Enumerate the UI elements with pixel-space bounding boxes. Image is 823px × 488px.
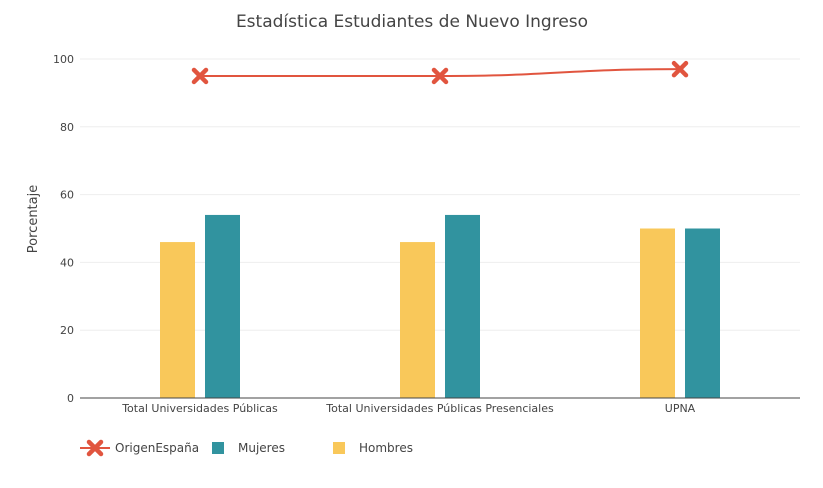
y-tick-label: 80	[60, 121, 74, 134]
line-point-1[interactable]	[431, 67, 449, 85]
y-axis-title: Porcentaje	[26, 185, 41, 253]
y-tick-label: 60	[60, 189, 74, 202]
legend[interactable]: OrigenEspaña Mujeres Hombres	[80, 439, 413, 457]
bar-mujeres-2[interactable]	[685, 228, 720, 399]
line-point-0[interactable]	[191, 67, 209, 85]
bars	[160, 214, 720, 399]
x-tick-label: UPNA	[665, 402, 696, 415]
y-axis-ticks: 0 20 40 60 80 100	[53, 53, 74, 405]
y-tick-label: 40	[60, 256, 74, 269]
line-point-2[interactable]	[671, 60, 689, 78]
y-tick-label: 20	[60, 324, 74, 337]
bar-hombres-2[interactable]	[640, 228, 675, 399]
bar-hombres-1[interactable]	[400, 242, 435, 398]
legend-label: Hombres	[359, 441, 413, 455]
x-axis-ticks: Total Universidades Públicas Total Univer…	[121, 402, 695, 415]
bar-mujeres-0[interactable]	[205, 214, 240, 398]
bar-mujeres-1[interactable]	[445, 214, 480, 398]
legend-label: OrigenEspaña	[115, 441, 199, 455]
y-tick-label: 0	[67, 392, 74, 405]
chart-title: Estadística Estudiantes de Nuevo Ingreso	[236, 12, 588, 32]
bar-hombres-0[interactable]	[160, 242, 195, 398]
x-tick-label: Total Universidades Públicas	[121, 402, 278, 415]
line-series	[191, 60, 689, 85]
legend-item-hombres[interactable]: Hombres	[333, 441, 413, 455]
x-tick-label: Total Universidades Públicas Presenciale…	[325, 402, 554, 415]
legend-item-origenespaña[interactable]: OrigenEspaña	[80, 439, 199, 457]
legend-label: Mujeres	[238, 441, 285, 455]
y-tick-label: 100	[53, 53, 74, 66]
legend-item-mujeres[interactable]: Mujeres	[212, 441, 285, 455]
gridlines	[80, 58, 800, 331]
